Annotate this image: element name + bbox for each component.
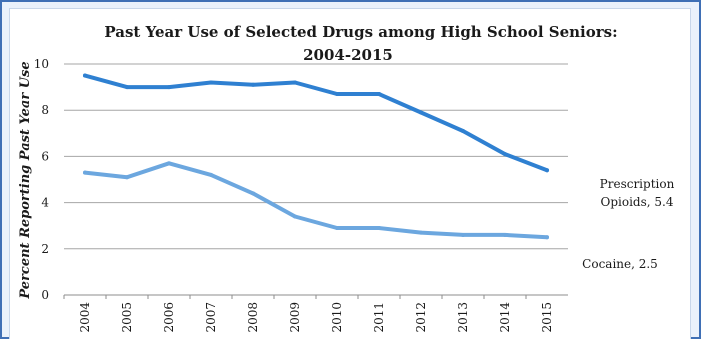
y-tick-label: 6 <box>41 149 49 163</box>
data-point <box>545 168 549 173</box>
x-tick-label: 2007 <box>204 302 218 333</box>
data-point <box>83 170 87 175</box>
opioids-label-line-2: Opioids, 5.4 <box>601 195 674 209</box>
x-tick-label: 2014 <box>498 302 512 333</box>
data-point <box>209 172 213 177</box>
data-point <box>545 235 549 240</box>
series-line-prescription-opioids <box>83 73 549 173</box>
data-point <box>83 73 87 78</box>
y-tick-labels: 0 2 4 6 8 10 <box>34 57 50 302</box>
data-point <box>293 214 297 219</box>
data-point <box>293 80 297 85</box>
x-tick-label: 2013 <box>456 302 470 333</box>
data-point <box>461 232 465 237</box>
x-tick-label: 2006 <box>162 302 176 333</box>
data-point <box>167 85 171 90</box>
data-point <box>335 226 339 231</box>
chart-panel <box>9 8 691 339</box>
data-point <box>377 92 381 97</box>
series-line-cocaine <box>83 161 549 240</box>
y-tick-label: 4 <box>41 196 49 210</box>
data-point <box>419 110 423 115</box>
y-tick-label: 8 <box>41 103 49 117</box>
x-tick-label: 2015 <box>540 302 554 333</box>
data-point <box>503 152 507 157</box>
chart-title-line-2: 2004-2015 <box>303 46 393 64</box>
x-tick-label: 2004 <box>78 302 92 333</box>
y-tick-label: 10 <box>34 57 49 71</box>
chart-title-line-1: Past Year Use of Selected Drugs among Hi… <box>104 23 617 41</box>
series-lines <box>83 73 549 240</box>
data-point <box>251 191 255 196</box>
gridlines <box>64 63 568 296</box>
x-tick-label: 2009 <box>288 302 302 333</box>
data-point <box>209 80 213 85</box>
x-tick-label: 2012 <box>414 302 428 333</box>
x-tick-label: 2011 <box>372 302 386 333</box>
cocaine-label: Cocaine, 2.5 <box>582 257 658 271</box>
y-axis-label: Percent Reporting Past Year Use <box>18 61 33 299</box>
x-tick-label: 2010 <box>330 302 344 333</box>
data-point <box>377 226 381 231</box>
x-tick-label: 2005 <box>120 302 134 333</box>
y-tick-label: 2 <box>41 242 49 256</box>
data-point <box>125 175 129 180</box>
data-point <box>419 230 423 235</box>
data-point <box>461 128 465 133</box>
x-tick-label: 2008 <box>246 302 260 333</box>
data-point <box>251 82 255 87</box>
data-point <box>125 85 129 90</box>
data-point <box>335 92 339 97</box>
opioids-label-line-1: Prescription <box>600 177 675 191</box>
y-tick-label: 0 <box>41 288 49 302</box>
series-end-labels: Prescription Opioids, 5.4 Cocaine, 2.5 <box>582 177 674 271</box>
data-point <box>503 232 507 237</box>
x-tick-labels: 2004 2005 2006 2007 2008 2009 2010 2011 2012 2013… <box>63 295 554 333</box>
data-point <box>167 161 171 166</box>
